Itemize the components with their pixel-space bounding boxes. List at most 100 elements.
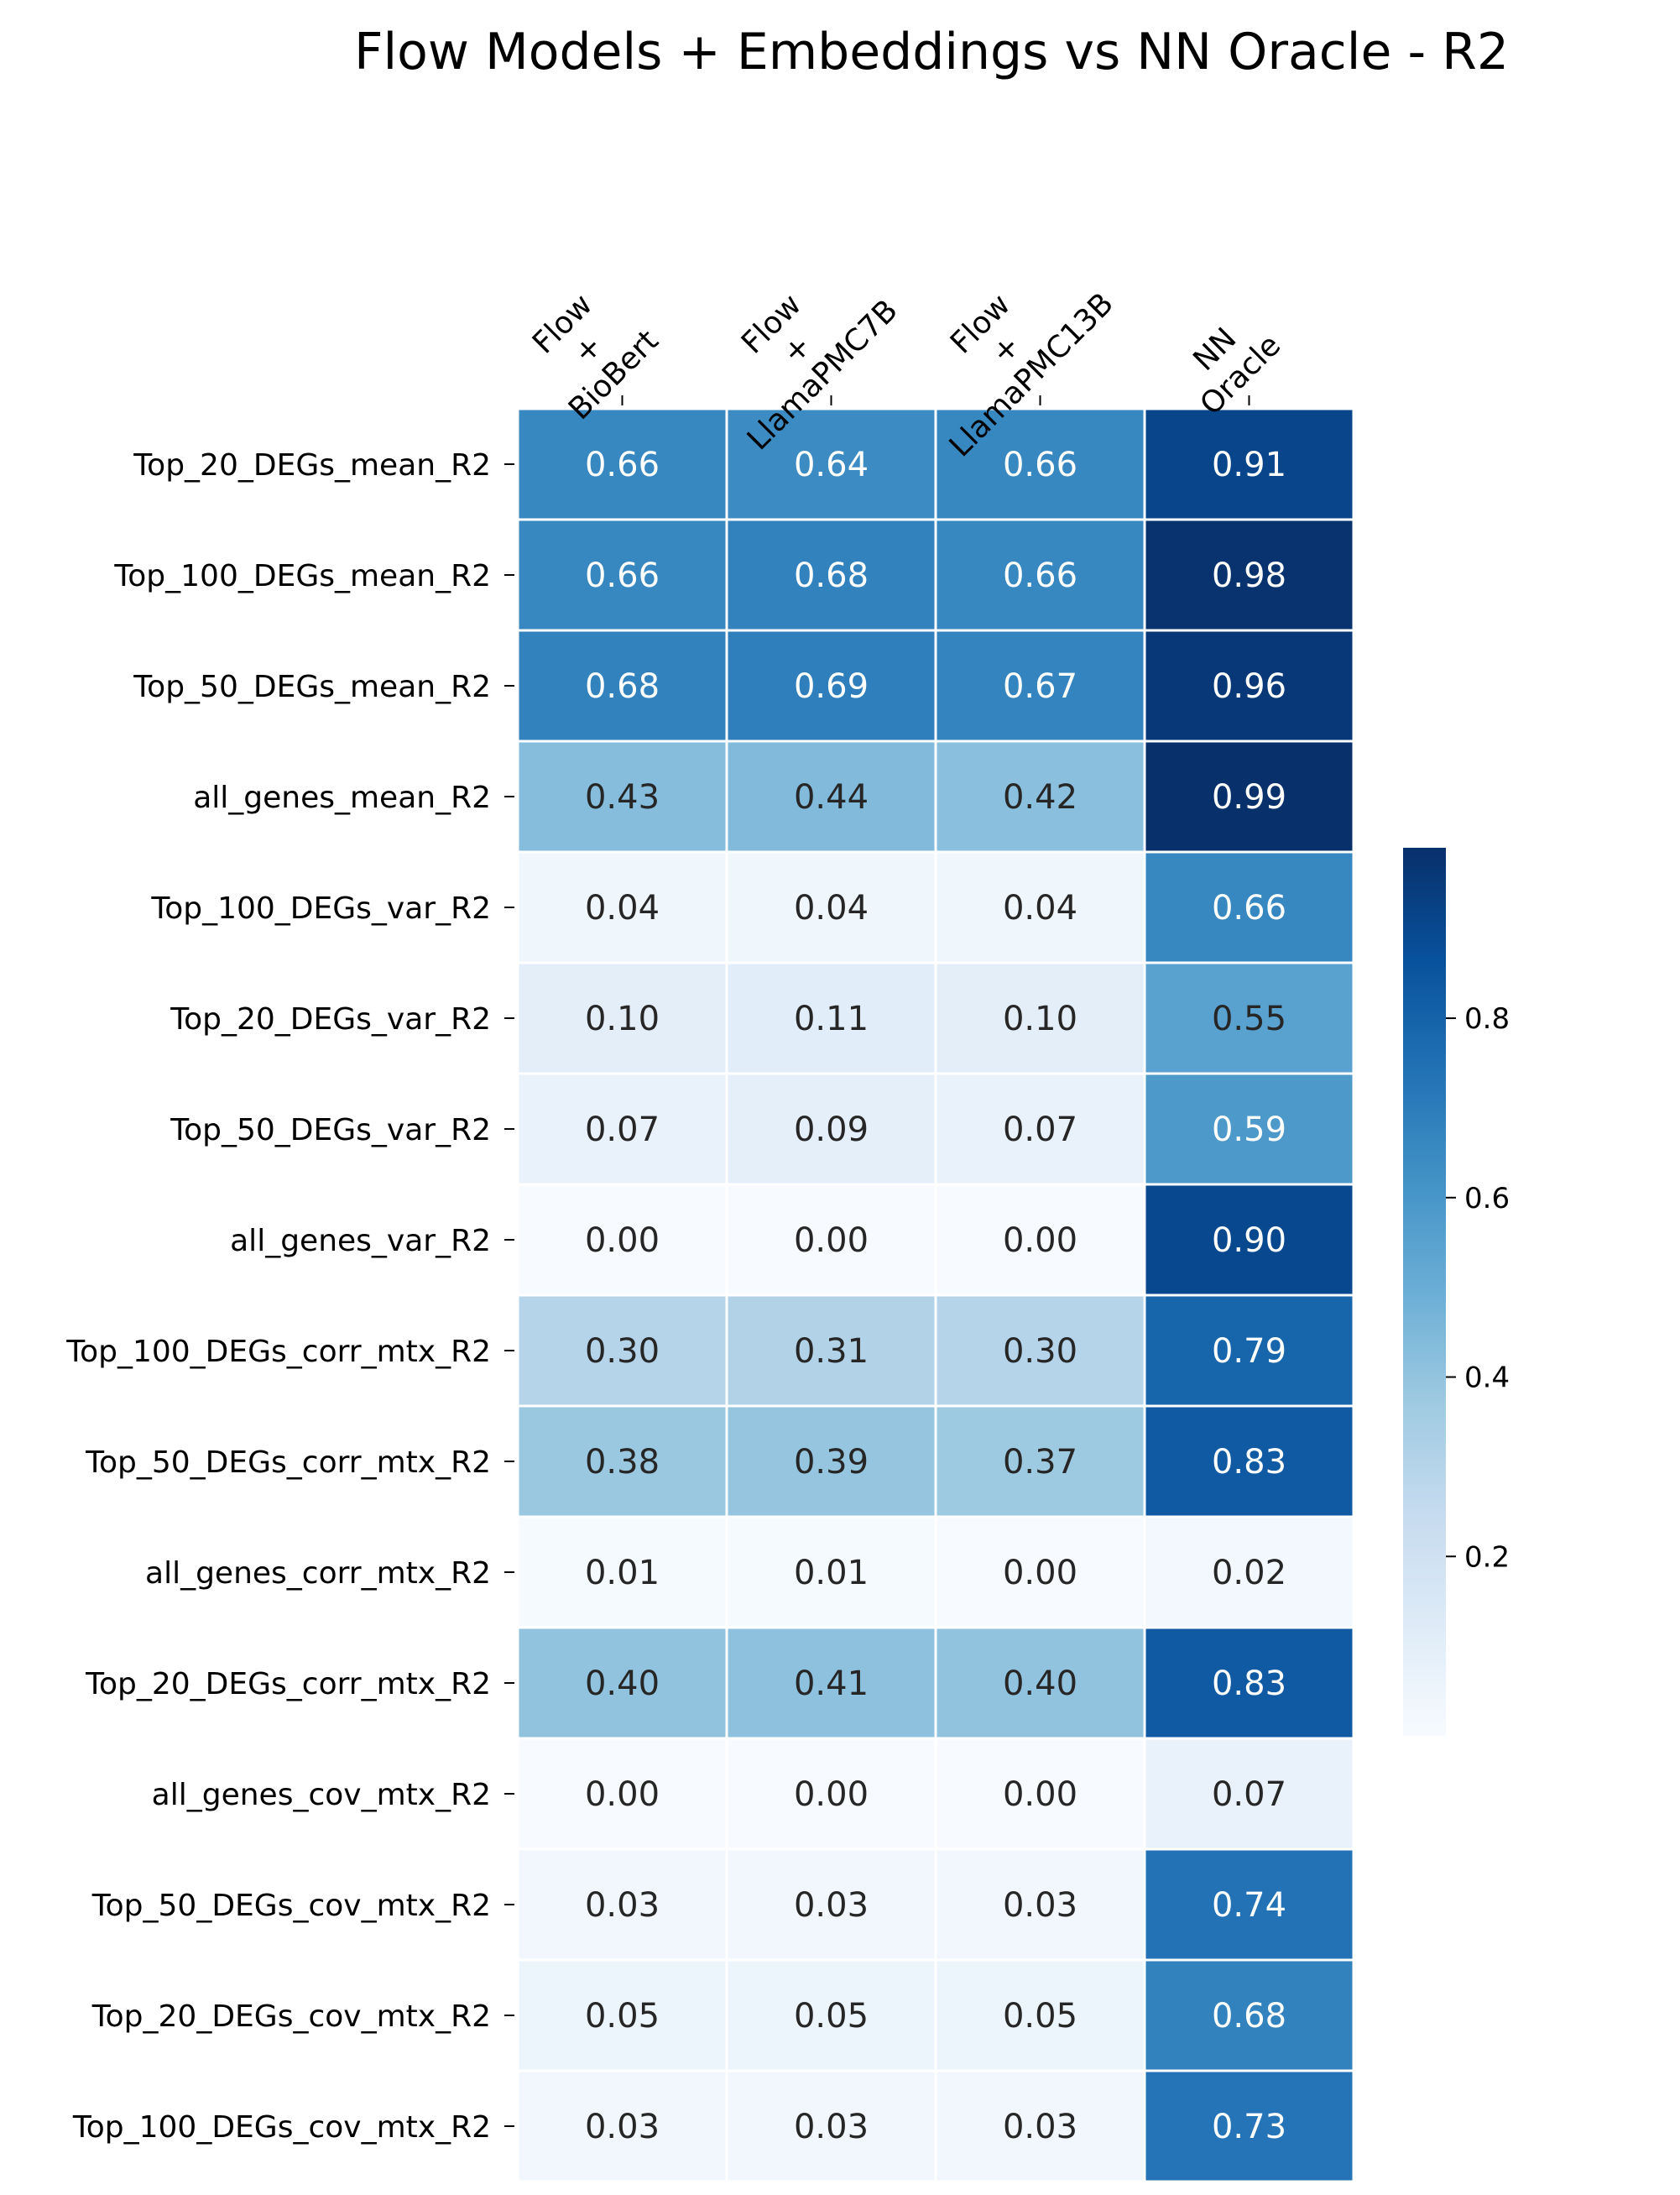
cell-value-label: 0.69: [794, 667, 869, 706]
cell-value-label: 0.73: [1212, 2108, 1286, 2146]
cell-value-label: 0.03: [794, 2108, 869, 2146]
cell-value-label: 0.00: [794, 1775, 869, 1814]
cell-value-label: 0.03: [1003, 1886, 1077, 1925]
cell-value-label: 0.07: [1003, 1111, 1077, 1149]
row-label: Top_100_DEGs_var_R2: [150, 891, 491, 926]
cell-value-label: 0.66: [1212, 889, 1286, 928]
heatmap-cell: [516, 1847, 728, 1962]
cell-value-label: 0.68: [585, 667, 660, 706]
cell-value-label: 0.05: [585, 1997, 660, 2036]
heatmap-cell: [1143, 2069, 1355, 2183]
heatmap-cell: [725, 740, 937, 854]
heatmap-cell: [1143, 961, 1355, 1075]
colorbar-tick-label: 0.8: [1464, 1002, 1510, 1036]
row-label: all_genes_mean_R2: [193, 781, 491, 815]
cell-value-label: 0.39: [794, 1443, 869, 1482]
heatmap-cell: [725, 2069, 937, 2183]
cell-value-label: 0.68: [1212, 1997, 1286, 2036]
chart-title: Flow Models + Embeddings vs NN Oracle - …: [354, 23, 1509, 81]
row-label: Top_20_DEGs_var_R2: [170, 1002, 491, 1037]
cell-value-label: 0.01: [794, 1554, 869, 1592]
cell-value-label: 0.91: [1212, 446, 1286, 484]
cell-value-label: 0.03: [585, 2108, 660, 2146]
cell-value-label: 0.83: [1212, 1665, 1286, 1703]
cell-value-label: 0.67: [1003, 667, 1077, 706]
row-labels: Top_20_DEGs_mean_R2 Top_100_DEGs_mean_R2 T…: [65, 448, 514, 2145]
heatmap-cell: [934, 1737, 1146, 1851]
cell-value-label: 0.31: [794, 1332, 869, 1371]
cell-value-label: 0.40: [1003, 1665, 1077, 1703]
cell-value-label: 0.30: [585, 1332, 660, 1371]
heatmap-cell: [934, 1072, 1146, 1186]
cell-value-label: 0.03: [794, 1886, 869, 1925]
cell-value-label: 0.05: [1003, 1997, 1077, 2036]
heatmap-cell: [1143, 1404, 1355, 1518]
heatmap-cell: [934, 1404, 1146, 1518]
heatmap-cell: [934, 850, 1146, 964]
row-label: all_genes_var_R2: [230, 1224, 491, 1258]
row-label: Top_50_DEGs_cov_mtx_R2: [91, 1889, 491, 1923]
heatmap-cell: [1143, 740, 1355, 854]
cell-value-label: 0.68: [794, 557, 869, 595]
cell-value-label: 0.42: [1003, 778, 1077, 817]
heatmap-cell: [516, 407, 728, 521]
cell-value-label: 0.09: [794, 1111, 869, 1149]
heatmap-cell: [1143, 629, 1355, 743]
row-label: Top_100_DEGs_cov_mtx_R2: [72, 2110, 491, 2145]
cell-value-label: 0.64: [794, 446, 869, 484]
row-label: Top_20_DEGs_cov_mtx_R2: [91, 1999, 491, 2034]
heatmap-cell: [725, 1515, 937, 1629]
heatmap-cell: [1143, 1847, 1355, 1962]
heatmap-cell: [1143, 1293, 1355, 1408]
cell-value-label: 0.37: [1003, 1443, 1077, 1482]
cell-value-label: 0.00: [794, 1221, 869, 1260]
cell-value-label: 0.03: [1003, 2108, 1077, 2146]
cell-value-label: 0.00: [585, 1221, 660, 1260]
cell-value-label: 0.90: [1212, 1221, 1286, 1260]
cell-value-label: 0.98: [1212, 557, 1286, 595]
row-label: Top_50_DEGs_mean_R2: [133, 670, 491, 704]
cell-value-label: 0.40: [585, 1665, 660, 1703]
cell-value-label: 0.83: [1212, 1443, 1286, 1482]
colorbar-tick-label: 0.6: [1464, 1182, 1510, 1215]
heatmap-cell: [725, 1626, 937, 1740]
heatmap-cell: [516, 961, 728, 1075]
cell-value-label: 0.10: [585, 1000, 660, 1038]
cell-value-label: 0.44: [794, 778, 869, 817]
cell-value-label: 0.99: [1212, 778, 1286, 817]
cell-value-label: 0.03: [585, 1886, 660, 1925]
heatmap-cell: [725, 961, 937, 1075]
row-label: Top_20_DEGs_mean_R2: [133, 448, 491, 483]
cell-value-label: 0.04: [794, 889, 869, 928]
heatmap-cell: [516, 1404, 728, 1518]
cell-value-label: 0.41: [794, 1665, 869, 1703]
heatmap-cell: [1143, 407, 1355, 521]
heatmap-cell: [934, 961, 1146, 1075]
heatmap-cell: [516, 850, 728, 964]
heatmap-cell: [934, 1183, 1146, 1297]
colorbar-gradient: [1403, 848, 1446, 1736]
cell-value-label: 0.00: [1003, 1554, 1077, 1592]
colorbar: 0.2 0.4 0.6 0.8: [1403, 848, 1510, 1736]
cell-value-label: 0.38: [585, 1443, 660, 1482]
row-label: Top_50_DEGs_corr_mtx_R2: [85, 1445, 491, 1480]
cell-value-label: 0.10: [1003, 1000, 1077, 1038]
heatmap-cell: [725, 1847, 937, 1962]
heatmap-cell: [516, 1626, 728, 1740]
heatmap-cell: [516, 2069, 728, 2183]
row-label: Top_20_DEGs_corr_mtx_R2: [85, 1667, 491, 1701]
heatmap-cell: [516, 1183, 728, 1297]
cell-value-label: 0.05: [794, 1997, 869, 2036]
cell-value-label: 0.07: [1212, 1775, 1286, 1814]
cell-value-label: 0.96: [1212, 667, 1286, 706]
heatmap-cell: [725, 1737, 937, 1851]
cell-value-label: 0.11: [794, 1000, 869, 1038]
cell-value-label: 0.66: [585, 446, 660, 484]
heatmap-cells: 0.66 0.64 0.66 0.91 0.66 0.68 0.66 0.98 0.68 0.69…: [516, 407, 1355, 2183]
cell-value-label: 0.66: [1003, 557, 1077, 595]
row-label: Top_50_DEGs_var_R2: [170, 1113, 491, 1147]
heatmap-cell: [934, 1847, 1146, 1962]
heatmap-cell: [934, 407, 1146, 521]
cell-value-label: 0.07: [585, 1111, 660, 1149]
